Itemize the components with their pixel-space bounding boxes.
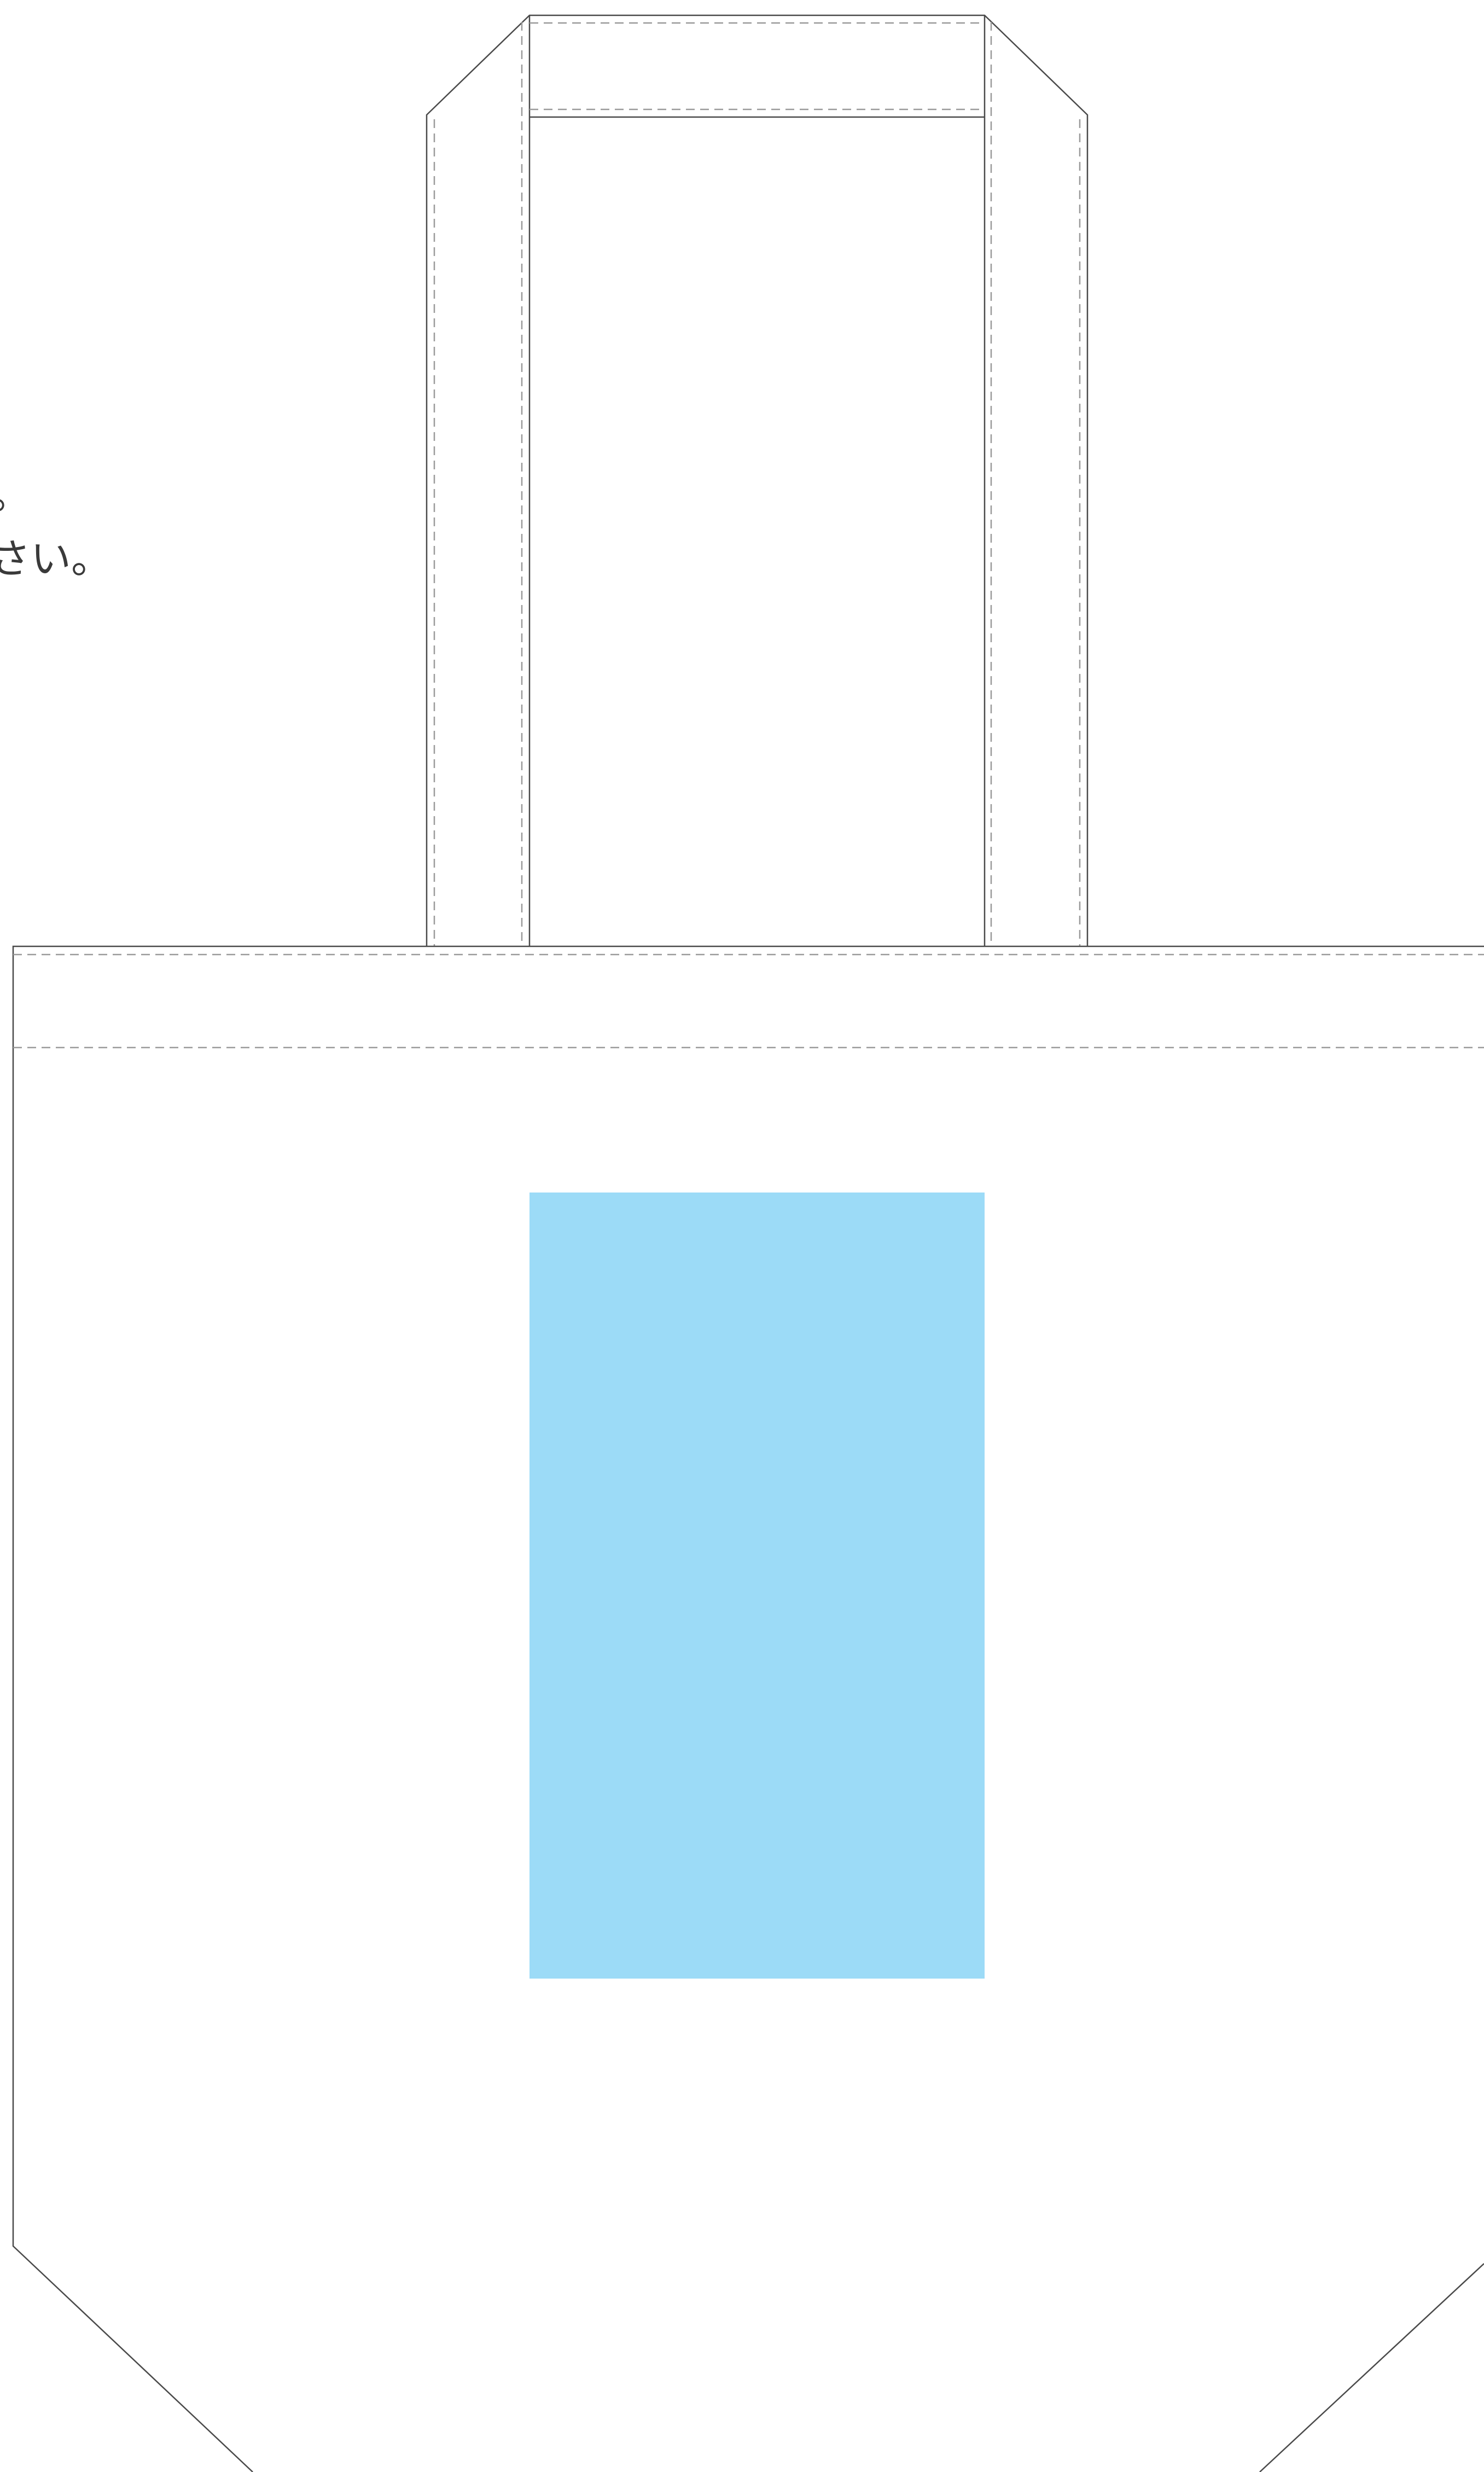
bag-body-outline [12, 945, 1484, 2472]
instruction-line-1: 。 [0, 475, 31, 515]
handle-outer-outline [426, 14, 1089, 946]
print-area [529, 1193, 985, 1979]
bag-body-right-corner [1259, 2263, 1484, 2472]
instruction-line-2: さい。 [0, 536, 112, 583]
